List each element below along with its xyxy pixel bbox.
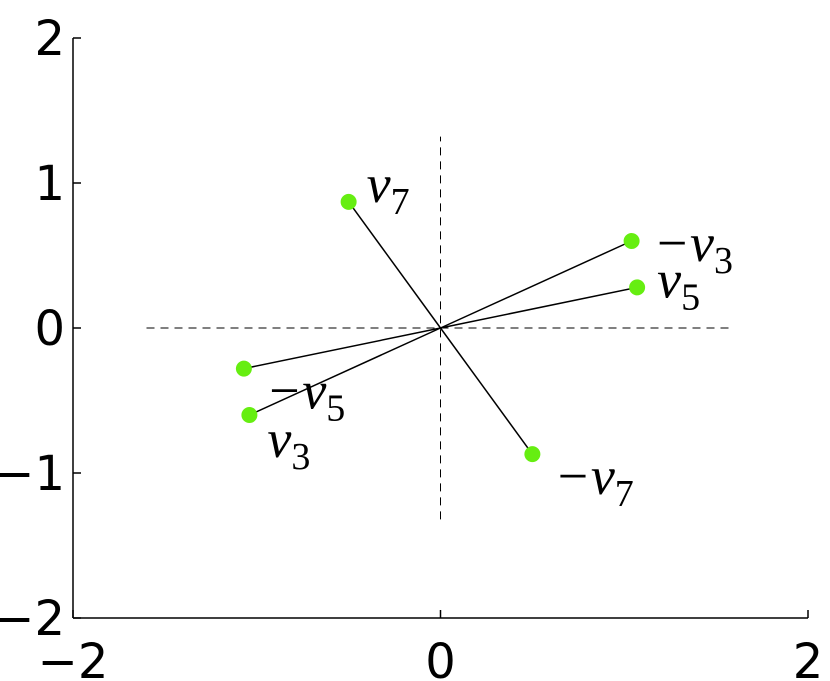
point-label: −v3 [654,213,733,282]
point-label: v5 [657,249,700,318]
point [241,407,258,423]
point [340,193,357,210]
y-tick-label: 0 [34,301,65,357]
label-text: v [657,249,681,309]
label-text: −v [554,446,614,506]
point-label: −v5 [266,361,345,430]
label-subscript: 5 [681,276,700,318]
segment [348,201,442,329]
y-tick-label: 1 [34,156,65,212]
x-tick-label: 2 [793,634,824,681]
y-tick-label: −2 [0,591,65,647]
point-label: v3 [267,409,310,478]
label-text: −v [654,213,714,273]
label-text: −v [266,361,326,421]
label-subscript: 7 [391,181,410,223]
y-tick-label: −1 [0,446,65,502]
label-subscript: 5 [326,388,345,430]
label-text: v [267,409,291,469]
label-subscript: 7 [615,473,634,515]
point-label: v7 [367,154,410,223]
segment [439,327,533,455]
segment [440,286,638,329]
point [623,233,640,249]
x-tick-label: −2 [38,634,109,681]
label-subscript: 3 [714,240,733,282]
point [524,446,541,463]
point [629,279,646,296]
segment [243,327,441,370]
label-subscript: 3 [291,436,310,478]
x-tick-label: 0 [425,634,456,681]
segment [440,240,632,329]
segment [249,327,441,416]
y-tick-label: 2 [34,11,65,67]
label-text: v [367,154,391,214]
point [235,360,252,377]
point-label: −v7 [554,446,633,515]
